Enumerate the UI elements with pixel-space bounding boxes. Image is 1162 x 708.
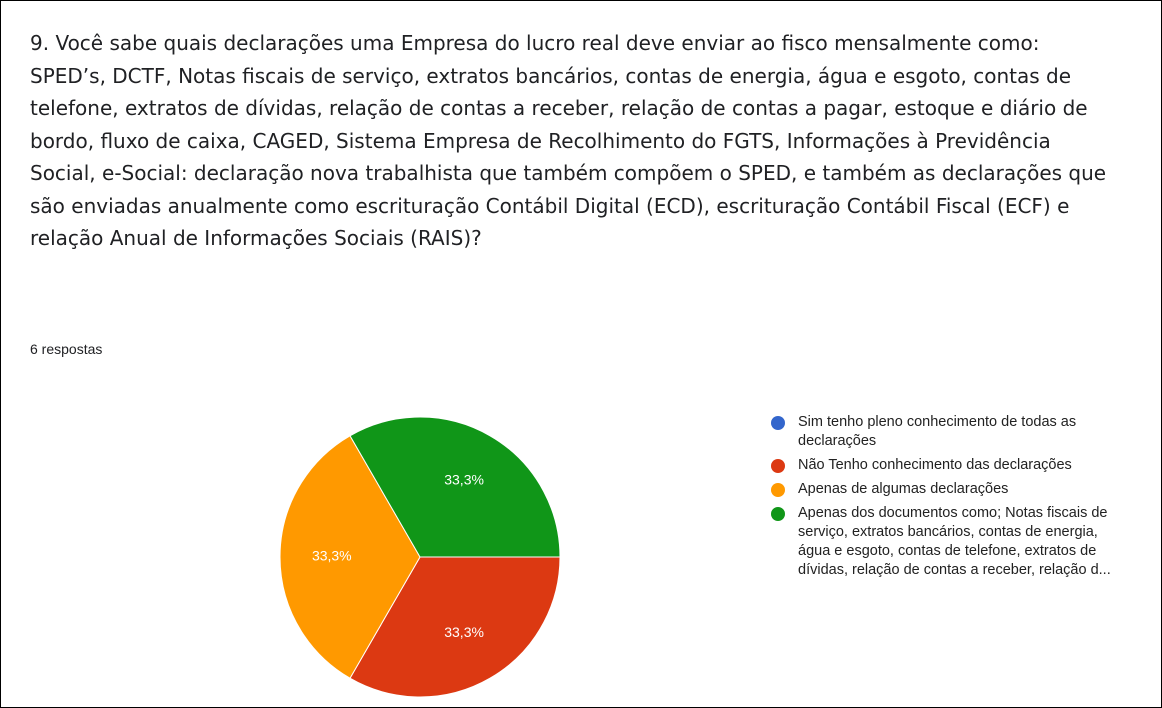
legend-entry: Não Tenho conhecimento das declarações <box>771 456 1131 475</box>
legend-label: Sim tenho pleno conhecimento de todas as… <box>798 414 1077 449</box>
slice-label: 33,3% <box>444 624 484 640</box>
slice-label: 33,3% <box>312 548 352 564</box>
question-title: 9. Você sabe quais declarações uma Empre… <box>30 31 1107 250</box>
legend-entry: Apenas dos documentos como; Notas fiscai… <box>771 504 1131 580</box>
legend-label: Não Tenho conhecimento das declarações <box>798 457 1072 473</box>
pie-slice <box>349 556 561 698</box>
legend-swatch <box>771 507 785 521</box>
legend-label: Apenas dos documentos como; Notas fiscai… <box>798 505 1111 578</box>
legend-entry: Apenas de algumas declarações <box>771 480 1131 499</box>
legend-entry: Sim tenho pleno conhecimento de todas as… <box>771 413 1131 451</box>
legend-swatch <box>771 459 785 473</box>
legend: Sim tenho pleno conhecimento de todas as… <box>771 413 1131 585</box>
legend-label: Apenas de algumas declarações <box>798 481 1009 497</box>
legend-swatch <box>771 416 785 430</box>
legend-swatch <box>771 483 785 497</box>
slice-label: 33,3% <box>444 471 484 487</box>
response-count: 6 respostas <box>30 341 103 357</box>
pie-slice <box>349 416 561 558</box>
